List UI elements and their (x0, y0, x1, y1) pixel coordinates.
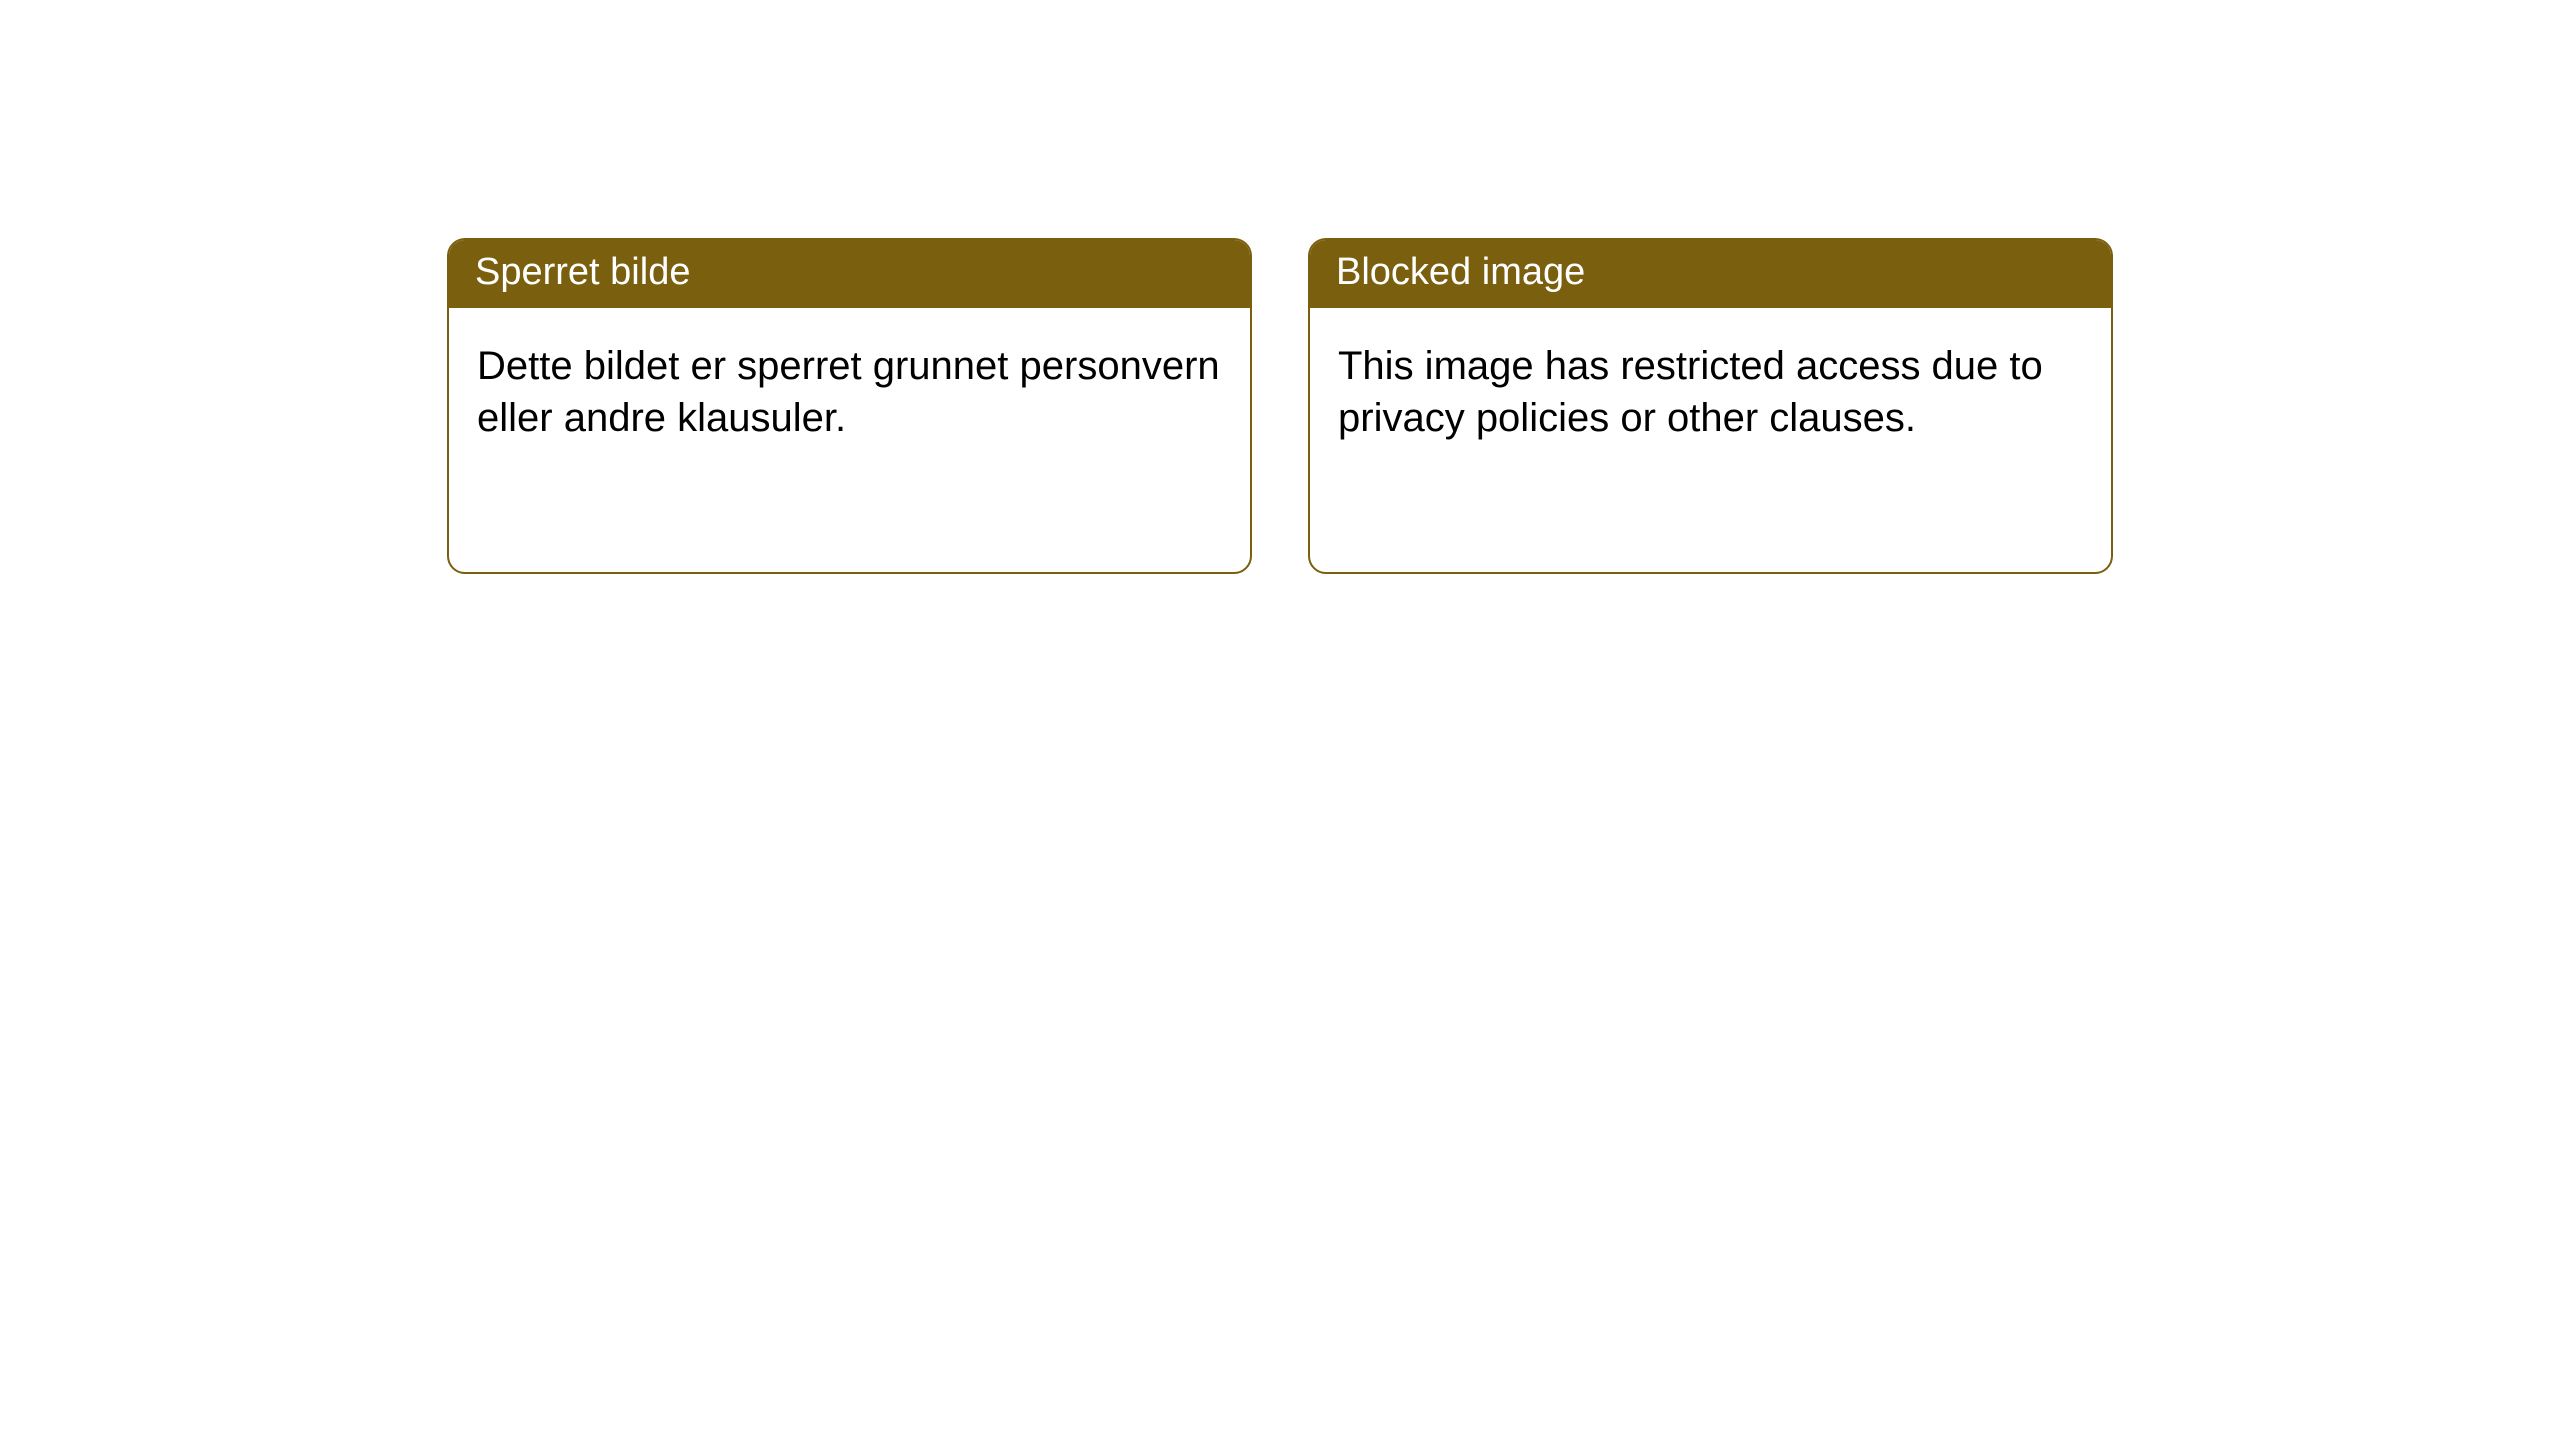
card-title: Blocked image (1336, 251, 1585, 293)
card-header: Sperret bilde (449, 240, 1250, 308)
card-message: This image has restricted access due to … (1338, 344, 2043, 441)
card-message: Dette bildet er sperret grunnet personve… (477, 344, 1220, 441)
card-body: Dette bildet er sperret grunnet personve… (449, 308, 1250, 478)
card-title: Sperret bilde (475, 251, 690, 293)
card-header: Blocked image (1310, 240, 2111, 308)
notice-card-english: Blocked image This image has restricted … (1308, 238, 2113, 574)
notice-container: Sperret bilde Dette bildet er sperret gr… (447, 238, 2113, 574)
card-body: This image has restricted access due to … (1310, 308, 2111, 478)
notice-card-norwegian: Sperret bilde Dette bildet er sperret gr… (447, 238, 1252, 574)
